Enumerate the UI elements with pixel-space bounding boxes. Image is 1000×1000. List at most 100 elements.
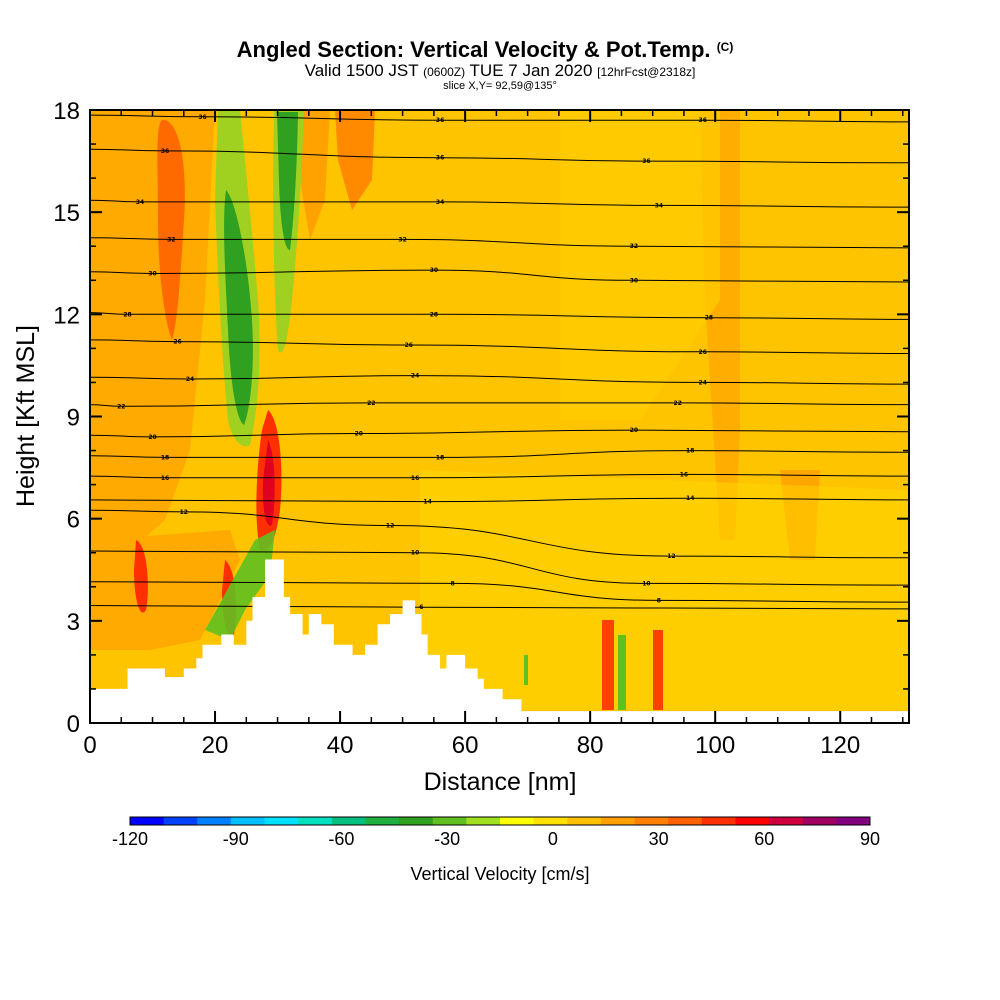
y-tick-label: 6 (67, 507, 80, 534)
isentrope-label: 22 (367, 400, 375, 407)
field-red-updraft-core (262, 440, 275, 526)
isentrope-label: 34 (136, 199, 144, 206)
isentrope-label: 10 (642, 580, 650, 587)
colorbar-frame (129, 816, 871, 826)
isentrope-label: 16 (161, 475, 169, 482)
y-tick-label: 12 (53, 302, 80, 329)
x-axis-label: Distance [nm] (424, 768, 577, 796)
field-yellow-lower (420, 470, 909, 710)
field-red-west-streak (157, 119, 185, 340)
isentrope-line (90, 199, 909, 208)
chart-title: Angled Section: Vertical Velocity & Pot.… (237, 37, 734, 62)
x-tick-label: 40 (327, 732, 354, 759)
isentrope-label: 22 (674, 400, 682, 407)
colorbar-tick-label: -60 (328, 829, 354, 849)
y-tick-label: 9 (67, 405, 80, 432)
velocity-field: 36 36 36 36 36 36 34 34 34 32 32 32 30 30 30 28 28 28 26 26… (90, 110, 909, 723)
isentrope-line (90, 114, 909, 123)
isentrope-line (90, 339, 909, 354)
isentrope-label: 22 (117, 403, 125, 410)
isentrope-label: 16 (411, 475, 419, 482)
isentrope-line (90, 550, 909, 586)
y-tick-label: 15 (53, 200, 80, 227)
colorbar-swatch (634, 817, 669, 825)
colorbar-swatch (668, 817, 703, 825)
colorbar-tick-label: -120 (112, 829, 148, 849)
isentrope-label: 12 (386, 523, 394, 530)
isentrope-label: 14 (686, 495, 694, 502)
colorbar-swatch (567, 817, 602, 825)
y-tick-label: 18 (53, 98, 80, 125)
isentrope-line (90, 509, 909, 559)
isentrope-line (90, 605, 909, 610)
colorbar-swatch (230, 817, 266, 825)
isentrope-label: 24 (411, 373, 419, 380)
isentrope-line (90, 402, 909, 407)
isentrope-label: 36 (161, 148, 169, 155)
terrain (90, 559, 909, 723)
field-yellow-east (560, 110, 720, 420)
slice-label: slice X,Y= 92,59@135° (443, 80, 557, 92)
isentrope-label: 16 (680, 471, 688, 478)
isentrope-line (90, 148, 909, 164)
colorbar-swatch (769, 817, 804, 825)
isentrope-label: 26 (405, 342, 413, 349)
colorbar-swatch (298, 817, 333, 825)
isentrope-label: 12 (667, 553, 675, 560)
colorbar-tick-label: 90 (860, 829, 880, 849)
colorbar-swatch (264, 817, 299, 825)
colorbar-swatch (163, 817, 198, 825)
isentrope-label: 36 (436, 155, 444, 162)
field-green-column-1-core (224, 190, 253, 425)
colorbar-swatch (432, 817, 467, 825)
isentrope-line (90, 581, 909, 603)
isentrope-label: 8 (657, 597, 661, 604)
isentrope-label: 12 (180, 509, 188, 516)
colorbar-swatch (600, 817, 636, 825)
isentrope-label: 20 (630, 427, 638, 434)
isentrope-label: 26 (173, 339, 181, 346)
colorbar-tick-label: 60 (754, 829, 774, 849)
isentrope-label: 18 (686, 448, 694, 455)
field-orange-streak-2 (335, 110, 375, 210)
isentrope-label: 32 (630, 243, 638, 250)
x-tick-label: 0 (83, 732, 96, 759)
y-tick-label: 3 (67, 609, 80, 636)
field-red-streak-84 (602, 620, 614, 710)
colorbar-swatch (735, 817, 770, 825)
isentrope-label: 36 (198, 114, 206, 121)
field-green-near-terrain (205, 530, 275, 640)
isentrope-line (90, 450, 909, 458)
colorbar-swatch (466, 817, 501, 825)
colorbar-swatch (130, 817, 165, 825)
colorbar-swatch (836, 817, 871, 825)
isentrope-label: 32 (398, 236, 406, 243)
y-tick-label: 0 (67, 711, 80, 738)
colorbar-swatch (533, 817, 568, 825)
field-green-column-2-core (277, 112, 298, 250)
isentrope-line (90, 497, 909, 503)
colorbar-swatch (399, 817, 434, 825)
isentrope-label: 6 (419, 604, 423, 611)
colorbar-tick-label: 30 (649, 829, 669, 849)
isentrope-line (90, 375, 909, 385)
x-tick-label: 80 (577, 732, 604, 759)
field-orange-streak-3 (300, 110, 330, 240)
isentrope-label: 28 (705, 315, 713, 322)
colorbar-label: Vertical Velocity [cm/s] (410, 864, 589, 884)
isentrope-label: 30 (148, 271, 156, 278)
colorbar-tick-label: -90 (223, 829, 249, 849)
isentrope-label: 36 (642, 158, 650, 165)
colorbar-swatch (701, 817, 736, 825)
isentrope-line (90, 312, 909, 320)
colorbar-swatch (197, 817, 232, 825)
isentrope-label: 14 (423, 499, 431, 506)
isentrope-label: 24 (186, 376, 194, 383)
isentrope-label: 8 (451, 580, 455, 587)
isentrope-label: 20 (148, 434, 156, 441)
isentrope-label: 28 (430, 311, 438, 318)
isentrope-label: 20 (355, 431, 363, 438)
field-orange-lowwest (90, 530, 240, 650)
isentrope-line (90, 237, 909, 249)
